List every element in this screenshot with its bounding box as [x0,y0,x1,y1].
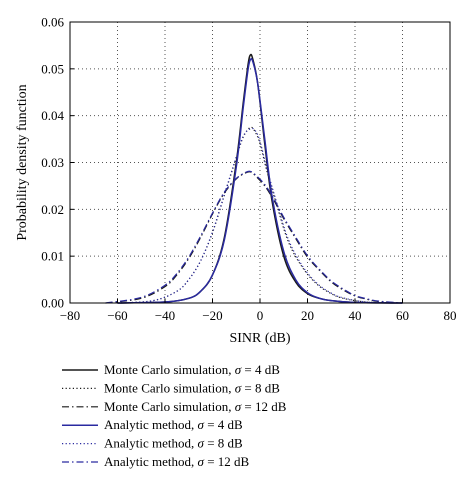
ticks: −80 −60 −40 −20 0 20 40 60 80 0.00 0.01 0.02 0.03 0.0… [41,15,456,324]
x-tick-label: 60 [396,308,409,323]
y-tick-label: 0.04 [41,108,64,123]
y-tick-label: 0.01 [41,249,64,264]
y-tick-label: 0.03 [41,155,64,170]
y-tick-label: 0.02 [41,202,64,217]
y-tick-label: 0.05 [41,61,64,76]
legend: Monte Carlo simulation, σ = 4 dB Monte Ca… [62,362,287,469]
grid [70,22,450,303]
series-layer [105,53,403,304]
x-tick-label: 20 [301,308,314,323]
legend-entry-5: Analytic method, σ = 8 dB [104,436,243,451]
y-tick-label: 0.06 [41,15,64,30]
x-tick-label: 40 [349,308,362,323]
x-tick-label: 0 [257,308,264,323]
x-tick-label: −40 [155,308,175,323]
legend-entry-4: Analytic method, σ = 4 dB [104,417,243,432]
legend-entry-3: Monte Carlo simulation, σ = 12 dB [104,399,287,414]
x-tick-label: 80 [444,308,457,323]
x-tick-label: −80 [60,308,80,323]
y-tick-label: 0.00 [41,296,64,311]
series-line-6 [105,170,403,304]
series-line-4 [117,57,403,304]
x-tick-label: −60 [107,308,127,323]
series-line-2 [117,126,403,304]
legend-entry-6: Analytic method, σ = 12 dB [104,454,250,469]
legend-entry-2: Monte Carlo simulation, σ = 8 dB [104,380,280,395]
x-axis-label: SINR (dB) [229,331,290,346]
x-tick-label: −20 [202,308,222,323]
y-axis-label: Probability density function [15,84,30,240]
legend-entry-1: Monte Carlo simulation, σ = 4 dB [104,362,280,377]
series-line-3 [105,171,403,304]
